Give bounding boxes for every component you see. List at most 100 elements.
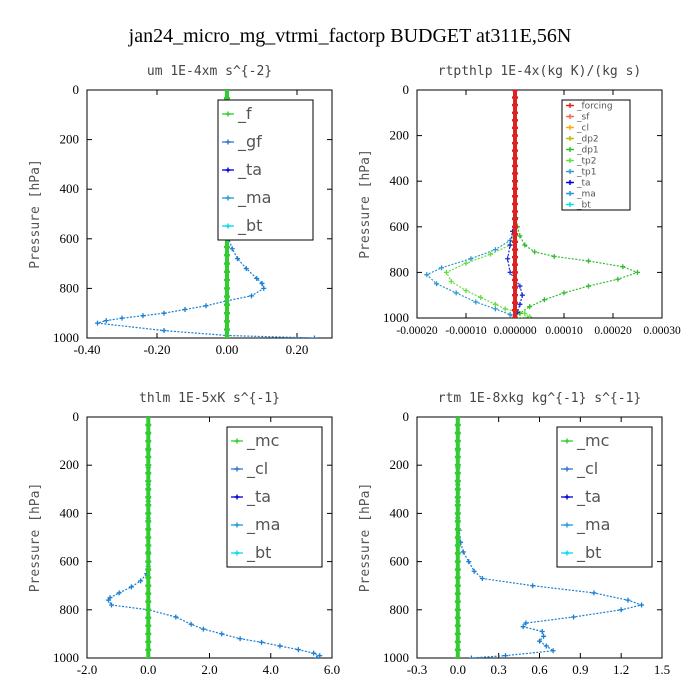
- data-point: [448, 279, 454, 285]
- x-tick-label: 0.6: [531, 662, 548, 677]
- data-point: [492, 301, 498, 307]
- legend-swatch-marker: [225, 111, 231, 117]
- legend-swatch-marker: [234, 550, 240, 556]
- data-point: [512, 263, 518, 266]
- data-point: [145, 417, 152, 419]
- data-point: [512, 294, 518, 297]
- legend-entry: _ma: [576, 190, 596, 200]
- data-point: [145, 455, 152, 459]
- legend-swatch-marker: [567, 191, 573, 196]
- legend-entry: _cl: [246, 459, 268, 479]
- data-point: [145, 439, 152, 443]
- series-group: [454, 417, 645, 658]
- data-point: [145, 447, 152, 451]
- data-point: [182, 306, 188, 312]
- legend-entry: _ma: [246, 515, 280, 535]
- data-point: [618, 607, 624, 613]
- y-axis-label: Pressure [hPa]: [358, 149, 373, 259]
- data-point: [243, 266, 249, 272]
- data-point: [224, 270, 230, 273]
- y-tick-label: 600: [390, 219, 410, 234]
- x-tick-label: -0.40: [73, 342, 100, 357]
- x-tick-label: -0.00020: [396, 325, 437, 337]
- data-point: [145, 616, 152, 619]
- data-point: [519, 292, 525, 298]
- data-point: [454, 528, 461, 531]
- data-point: [224, 90, 230, 92]
- data-point: [311, 650, 317, 656]
- y-tick-label: 400: [390, 505, 410, 520]
- data-point: [512, 286, 518, 289]
- legend-swatch-marker: [225, 139, 231, 145]
- data-point: [454, 640, 461, 644]
- panel-2: rtpthlp 1E-4x(kg K)/(kg s) Pressure [hPa]…: [358, 64, 681, 337]
- data-point: [200, 626, 206, 632]
- y-tick-label: 0: [73, 82, 80, 97]
- data-point: [527, 304, 533, 310]
- data-point: [468, 655, 474, 658]
- data-point: [454, 592, 461, 595]
- y-tick-label: 800: [390, 264, 410, 279]
- data-point: [539, 628, 545, 634]
- data-point: [224, 278, 230, 282]
- x-tick-label: 0.9: [572, 662, 588, 677]
- series-line-ta: [506, 90, 524, 318]
- data-point: [571, 614, 577, 620]
- series-group: [105, 417, 323, 658]
- data-point: [530, 583, 536, 589]
- data-point: [523, 620, 529, 626]
- data-point: [145, 560, 152, 563]
- x-tick-label: 0.0: [450, 662, 466, 677]
- legend: _mc _cl _ta _ma _bt: [226, 426, 323, 568]
- data-point: [224, 303, 230, 306]
- data-point: [512, 309, 518, 312]
- data-point: [615, 276, 621, 282]
- data-point: [527, 314, 533, 318]
- y-tick-label: 0: [403, 409, 410, 424]
- series-group: [424, 90, 640, 318]
- data-point: [454, 479, 461, 483]
- data-point: [145, 648, 152, 652]
- data-point: [145, 656, 152, 658]
- data-point: [532, 249, 538, 255]
- data-point: [145, 624, 152, 627]
- plot-frame: [86, 89, 333, 339]
- figure-title: jan24_micro_mg_vtrmi_factorp BUDGET at31…: [128, 25, 572, 47]
- legend-swatch-marker: [567, 114, 573, 119]
- panel-4: rtm 1E-8xkg kg^{-1} s^{-1} Pressure [hPa]…: [358, 391, 670, 677]
- panel-title: um 1E-4xm s^{-2}: [147, 64, 272, 79]
- panel-3: thlm 1E-5xK s^{-1} Pressure [hPa] -2.0 0.0 2…: [28, 391, 340, 677]
- y-tick-label: 800: [60, 602, 80, 617]
- y-tick-label: 0: [73, 409, 80, 424]
- data-point: [454, 488, 461, 491]
- legend-swatch-marker: [567, 136, 573, 141]
- series-line-tp2: [445, 90, 532, 318]
- legend-entry: _cl: [576, 459, 598, 479]
- data-point: [505, 256, 511, 262]
- data-point: [138, 578, 144, 584]
- data-point: [522, 242, 528, 248]
- y-tick-label: 1000: [383, 650, 409, 665]
- data-point: [454, 423, 461, 427]
- x-tick-label: 0.00020: [594, 325, 632, 337]
- legend-swatch-marker: [564, 494, 570, 500]
- data-point: [254, 275, 260, 281]
- panel-1: um 1E-4xm s^{-2} Pressure [hPa] -0.40 -0.20…: [28, 64, 333, 357]
- legend-entry: _mc: [246, 431, 279, 451]
- x-tick-label: -0.00010: [445, 325, 486, 337]
- y-tick-label: 1000: [53, 330, 79, 345]
- y-axis-label: Pressure [hPa]: [358, 483, 373, 593]
- data-point: [424, 272, 430, 278]
- data-point: [620, 264, 626, 270]
- legend-swatch-marker: [567, 169, 573, 174]
- data-point: [522, 310, 528, 316]
- data-point: [512, 255, 518, 259]
- data-point: [145, 608, 152, 611]
- data-point: [439, 265, 444, 271]
- legend-swatch-marker: [567, 147, 573, 152]
- y-tick-label: 600: [60, 231, 80, 246]
- data-point: [512, 149, 518, 152]
- data-point: [453, 290, 459, 296]
- panel-title: rtm 1E-8xkg kg^{-1} s^{-1}: [438, 391, 642, 406]
- legend-entry: _bt: [246, 543, 271, 563]
